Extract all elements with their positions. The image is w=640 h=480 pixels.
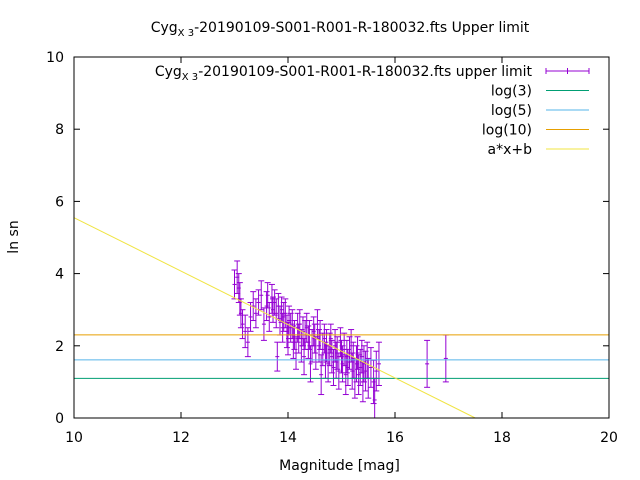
y-tick-label: 8 [55,122,64,138]
x-tick-label: 10 [65,430,83,446]
data-point [312,336,319,370]
axis-ticks: 10 12 14 16 18 20 0 2 4 6 8 10 [46,50,618,446]
plot-border [73,56,610,419]
data-point [373,350,380,392]
y-tick-label: 2 [55,339,64,355]
data-point [354,336,361,370]
data-point [330,348,337,387]
legend-label: log(3) [491,84,532,100]
data-point [244,327,251,358]
data-point [274,341,281,372]
legend-item: a*x+b [488,142,589,158]
chart-title-main: Cyg [151,20,178,36]
data-point [327,323,334,354]
series-0 [231,260,449,419]
data-point [258,280,265,311]
x-axis-label: Magnitude [mag] [279,458,400,474]
series-4 [73,217,476,419]
legend-label: log(10) [482,123,532,139]
data-point [242,314,249,349]
x-tick-label: 12 [172,430,190,446]
legend-label-main: Cyg [155,64,182,80]
data-point [362,350,369,392]
legend-item: CygX 3-20190109-S001-R001-R-180032.fts u… [155,64,590,83]
legend-item: log(3) [491,84,589,100]
legend: CygX 3-20190109-S001-R001-R-180032.fts u… [155,64,590,158]
data-point [285,321,291,356]
y-tick-label: 0 [55,411,64,427]
data-point [266,301,273,332]
y-tick-label: 4 [55,267,64,283]
data-point [343,339,350,374]
data-point [375,341,382,387]
legend-item: log(10) [482,123,589,139]
data-point [301,338,308,376]
fit-line [73,217,476,419]
chart-title-rest: -20190109-S001-R001-R-180032.fts Upper l… [194,20,530,36]
legend-item: log(5) [491,103,589,119]
data-point [367,347,374,388]
data-point [255,289,262,316]
data-point [318,354,325,396]
plot-area [73,217,609,419]
chart-title-subscript: X 3 [178,28,194,39]
chart-title: CygX 3-20190109-S001-R001-R-180032.fts U… [151,20,530,39]
data-point [252,298,259,329]
data-point [263,291,270,322]
data-point [239,309,246,340]
data-point [349,352,356,390]
legend-label: a*x+b [488,142,533,158]
y-tick-label: 10 [46,50,64,66]
data-point [231,269,238,300]
legend-label: log(5) [491,103,532,119]
data-point [247,301,254,332]
y-tick-label: 6 [55,194,64,210]
y-axis-label: ln sn [6,220,22,253]
data-point [442,334,449,383]
x-tick-label: 20 [600,430,618,446]
x-tick-label: 14 [279,430,297,446]
data-point [424,339,431,388]
x-tick-label: 16 [386,430,404,446]
x-tick-label: 18 [493,430,511,446]
legend-label-subscript: X 3 [182,72,198,83]
data-point [325,345,332,383]
legend-label: CygX 3-20190109-S001-R001-R-180032.fts u… [155,64,533,83]
legend-label-rest: -20190109-S001-R001-R-180032.fts upper l… [198,64,532,80]
